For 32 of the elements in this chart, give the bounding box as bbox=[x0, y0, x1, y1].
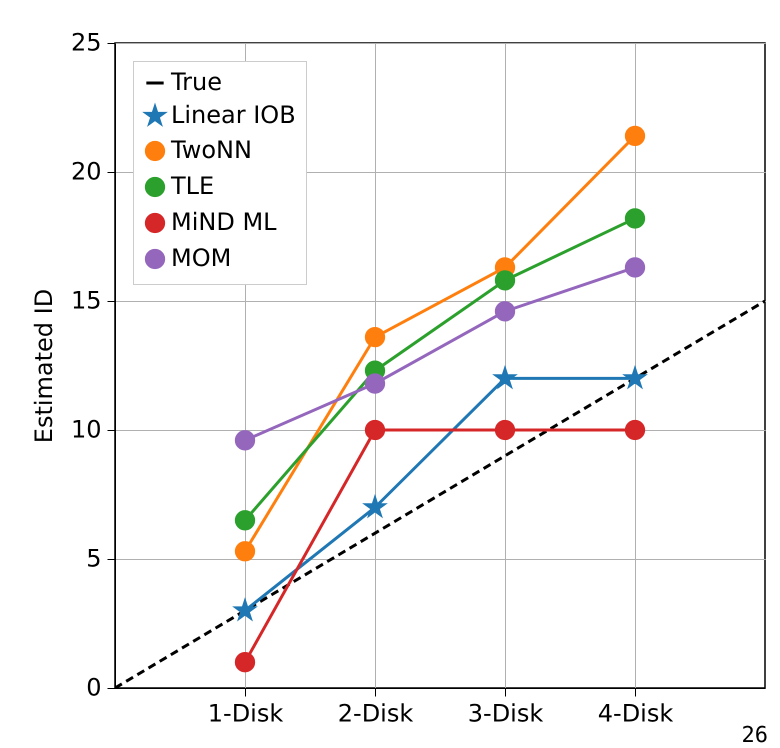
y-axis-title: Estimated ID bbox=[30, 288, 58, 444]
x-tick-label: 4-Disk bbox=[598, 700, 674, 728]
x-tick-label: 3-Disk bbox=[468, 700, 544, 728]
point bbox=[624, 420, 646, 440]
point bbox=[234, 510, 256, 530]
point bbox=[494, 270, 516, 291]
x-tick-label: 1-Disk bbox=[208, 700, 284, 728]
legend-label: MOM bbox=[171, 244, 232, 272]
legend-label: TwoNN bbox=[170, 136, 252, 164]
text: 26 bbox=[742, 723, 768, 748]
legend-label: TLE bbox=[170, 172, 214, 200]
legend-label: True bbox=[170, 68, 222, 96]
y-tick-label: 25 bbox=[70, 28, 102, 56]
y-tick-label: 0 bbox=[86, 674, 102, 702]
point bbox=[234, 541, 256, 562]
point bbox=[364, 420, 386, 440]
point bbox=[364, 373, 386, 394]
legend-label: MiND ML bbox=[171, 208, 278, 236]
point bbox=[364, 326, 386, 348]
y-tick-label: 5 bbox=[86, 544, 102, 572]
point bbox=[494, 301, 516, 322]
x-tick-label: 2-Disk bbox=[338, 700, 414, 728]
point bbox=[624, 126, 646, 146]
legend-label: Linear IOB bbox=[171, 101, 296, 129]
y-tick-label: 20 bbox=[70, 158, 102, 186]
y-tick-label: 15 bbox=[70, 286, 102, 314]
point bbox=[624, 257, 646, 278]
point bbox=[234, 652, 256, 672]
y-tick-label: 10 bbox=[70, 416, 102, 444]
point bbox=[624, 208, 646, 229]
point bbox=[234, 430, 256, 450]
point bbox=[494, 420, 516, 440]
